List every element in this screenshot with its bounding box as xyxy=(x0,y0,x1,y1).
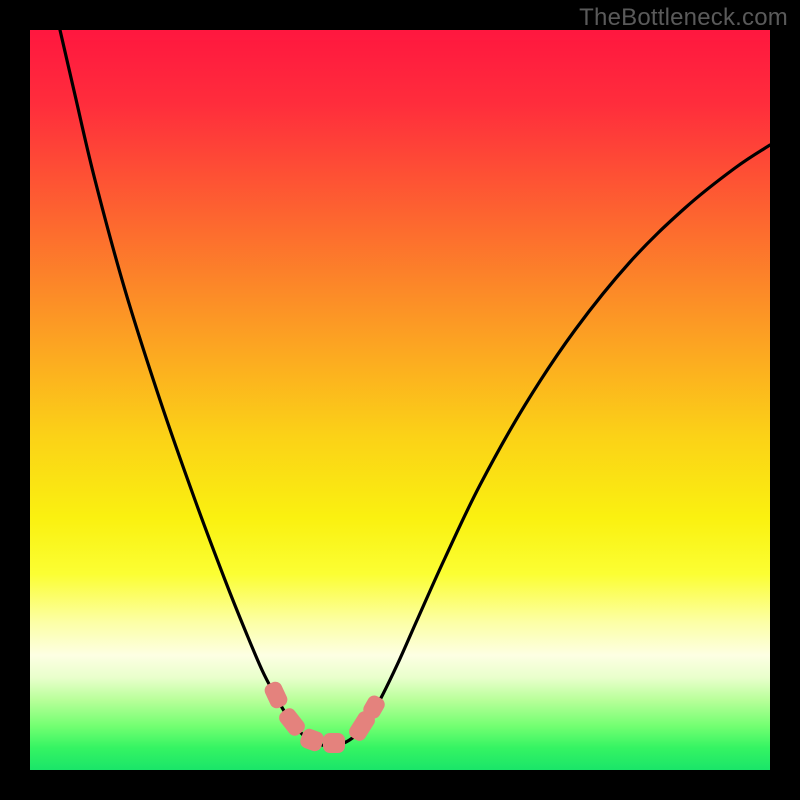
watermark-text: TheBottleneck.com xyxy=(579,4,788,32)
bottleneck-chart xyxy=(0,0,800,800)
curve-marker xyxy=(323,733,345,753)
